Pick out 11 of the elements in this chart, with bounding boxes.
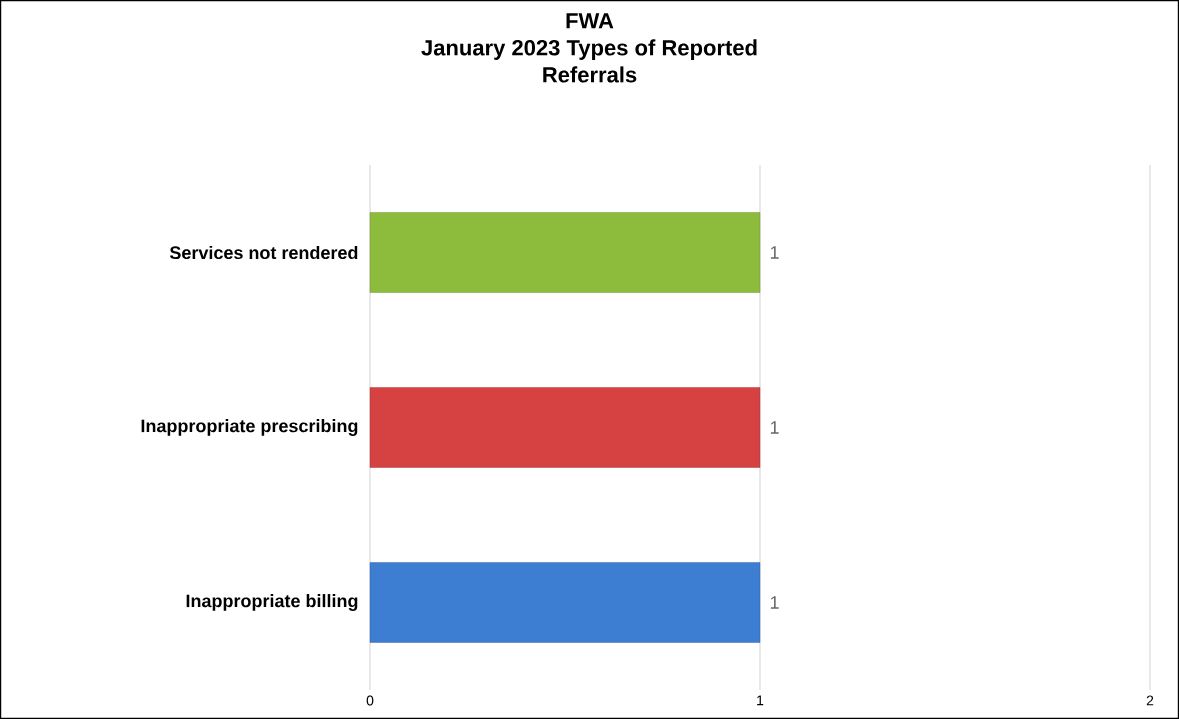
x-tick-label: 1 [757,695,764,706]
data-label: 1 [770,246,779,259]
data-label: 1 [770,596,779,609]
chart-subtitle: January 2023 Types of Reported Referrals [421,39,757,83]
y-tick-label: Inappropriate prescribing [141,419,358,436]
y-tick-label: Inappropriate billing [186,594,358,611]
data-label: 1 [770,421,779,434]
y-tick-label: Services not rendered [169,245,358,260]
chart-title: FWA [566,13,614,29]
x-tick-label: 0 [366,695,374,706]
x-tick-label: 2 [1146,695,1154,706]
